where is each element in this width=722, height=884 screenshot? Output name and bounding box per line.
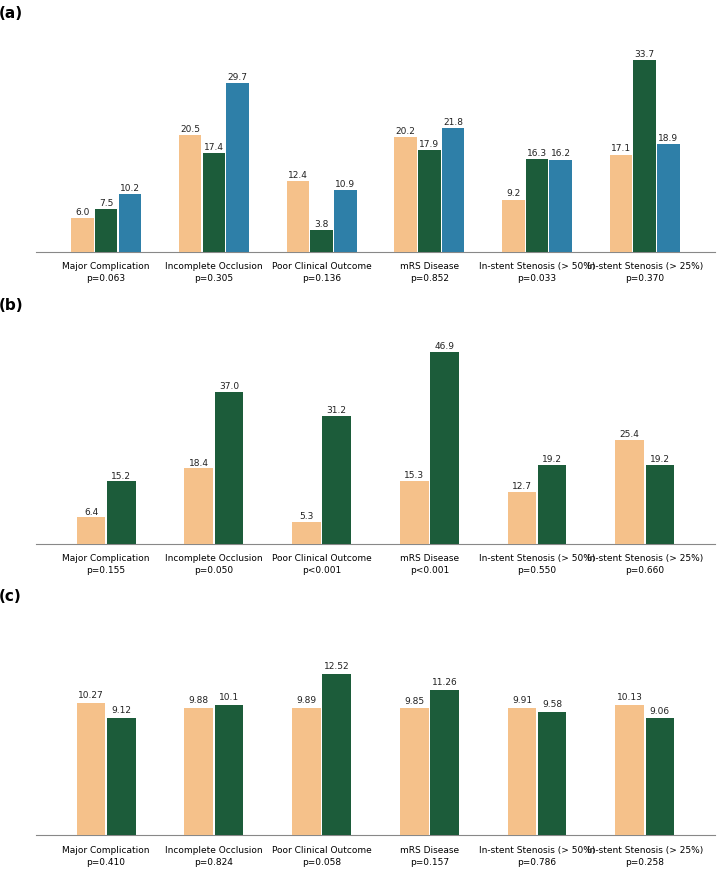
Bar bbox=[400, 481, 429, 544]
Text: 16.2: 16.2 bbox=[551, 149, 570, 158]
Bar bbox=[334, 190, 357, 252]
Text: 12.52: 12.52 bbox=[324, 662, 349, 671]
Bar bbox=[645, 465, 674, 544]
Text: 11.26: 11.26 bbox=[432, 679, 457, 688]
Bar bbox=[95, 210, 118, 252]
Text: 6.0: 6.0 bbox=[75, 208, 90, 217]
Bar bbox=[292, 708, 321, 835]
Bar bbox=[549, 160, 572, 252]
Text: 15.3: 15.3 bbox=[404, 471, 425, 480]
Text: 9.89: 9.89 bbox=[297, 697, 316, 705]
Text: 5.3: 5.3 bbox=[300, 512, 313, 522]
Text: 10.9: 10.9 bbox=[335, 179, 355, 188]
Bar bbox=[226, 83, 249, 252]
Bar bbox=[287, 181, 309, 252]
Bar bbox=[610, 155, 632, 252]
Bar bbox=[118, 194, 141, 252]
Text: 9.06: 9.06 bbox=[650, 707, 670, 716]
Text: 6.4: 6.4 bbox=[84, 507, 98, 516]
Bar bbox=[292, 522, 321, 544]
Text: 17.4: 17.4 bbox=[204, 142, 224, 152]
Bar bbox=[645, 719, 674, 835]
Text: 3.8: 3.8 bbox=[314, 220, 329, 229]
Legend: None-BA, BA: None-BA, BA bbox=[320, 609, 431, 628]
Text: 9.91: 9.91 bbox=[512, 696, 532, 705]
Text: 46.9: 46.9 bbox=[435, 342, 454, 351]
Text: 10.13: 10.13 bbox=[617, 693, 643, 702]
Bar bbox=[430, 352, 458, 544]
Bar bbox=[310, 231, 333, 252]
Text: 37.0: 37.0 bbox=[219, 383, 239, 392]
Bar bbox=[442, 127, 464, 252]
Text: 16.3: 16.3 bbox=[527, 149, 547, 158]
Legend: Saccular, Dissecting, Fusiform: Saccular, Dissecting, Fusiform bbox=[264, 317, 487, 336]
Bar bbox=[400, 708, 429, 835]
Bar bbox=[184, 469, 213, 544]
Bar bbox=[418, 150, 440, 252]
Bar bbox=[107, 482, 136, 544]
Bar bbox=[214, 392, 243, 544]
Text: 17.1: 17.1 bbox=[611, 144, 631, 153]
Text: 9.12: 9.12 bbox=[111, 706, 131, 715]
Text: 19.2: 19.2 bbox=[542, 455, 562, 464]
Bar bbox=[214, 705, 243, 835]
Text: (c): (c) bbox=[0, 590, 22, 605]
Text: 21.8: 21.8 bbox=[443, 118, 463, 126]
Bar bbox=[615, 705, 644, 835]
Bar bbox=[615, 439, 644, 544]
Bar bbox=[322, 674, 351, 835]
Text: 10.27: 10.27 bbox=[78, 691, 104, 700]
Text: 17.9: 17.9 bbox=[419, 140, 440, 149]
Text: 9.85: 9.85 bbox=[404, 697, 425, 705]
Text: 25.4: 25.4 bbox=[619, 430, 640, 438]
Bar bbox=[77, 517, 105, 544]
Bar bbox=[107, 718, 136, 835]
Bar bbox=[508, 492, 536, 544]
Bar bbox=[322, 416, 351, 544]
Text: 9.58: 9.58 bbox=[542, 700, 562, 709]
Bar bbox=[203, 153, 225, 252]
Bar bbox=[657, 144, 679, 252]
Text: 12.4: 12.4 bbox=[288, 171, 308, 180]
Bar bbox=[502, 200, 525, 252]
Text: 19.2: 19.2 bbox=[650, 455, 670, 464]
Bar bbox=[430, 690, 458, 835]
Text: 12.7: 12.7 bbox=[512, 482, 532, 491]
Bar bbox=[179, 135, 201, 252]
Text: 29.7: 29.7 bbox=[227, 72, 248, 81]
Text: 15.2: 15.2 bbox=[111, 471, 131, 481]
Bar bbox=[184, 708, 213, 835]
Bar bbox=[71, 217, 94, 252]
Bar bbox=[394, 137, 417, 252]
Bar bbox=[633, 60, 656, 252]
Text: 33.7: 33.7 bbox=[635, 50, 655, 58]
Bar bbox=[538, 465, 567, 544]
Text: (a): (a) bbox=[0, 6, 23, 21]
Text: 20.2: 20.2 bbox=[396, 126, 416, 136]
Text: (b): (b) bbox=[0, 298, 23, 313]
Bar bbox=[508, 707, 536, 835]
Text: 10.1: 10.1 bbox=[219, 693, 239, 703]
Bar bbox=[538, 712, 567, 835]
Text: 18.4: 18.4 bbox=[188, 459, 209, 468]
Text: 10.2: 10.2 bbox=[120, 184, 140, 193]
Bar bbox=[526, 159, 548, 252]
Text: 9.88: 9.88 bbox=[188, 697, 209, 705]
Bar bbox=[77, 703, 105, 835]
Text: 20.5: 20.5 bbox=[180, 125, 200, 134]
Text: 9.2: 9.2 bbox=[506, 189, 521, 198]
Text: 7.5: 7.5 bbox=[99, 199, 113, 208]
Text: 18.9: 18.9 bbox=[658, 134, 679, 143]
Text: 31.2: 31.2 bbox=[326, 406, 347, 415]
